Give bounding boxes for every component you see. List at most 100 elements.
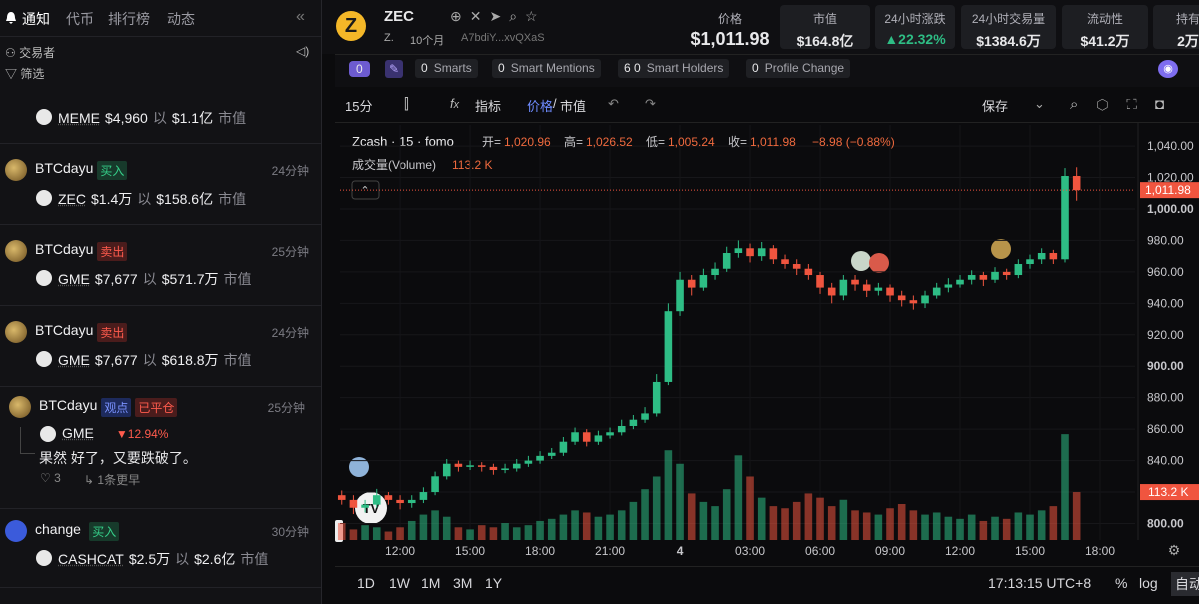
chart-title: Zcash · 15 · fomo <box>352 134 454 149</box>
range-button[interactable]: 3M <box>453 575 473 591</box>
user-name[interactable]: BTCdayu <box>35 322 94 338</box>
candle-body <box>1049 253 1058 260</box>
badge: 买入 <box>89 522 120 541</box>
candle-body <box>361 504 369 508</box>
feed-line[interactable]: GME $7,677 以 $618.8万 市值 <box>58 350 252 370</box>
tag[interactable]: 0 Smart Mentions <box>492 59 601 78</box>
volume-bar <box>349 529 358 540</box>
percent-toggle[interactable]: % <box>1115 575 1128 591</box>
mcap-label: 市值 <box>240 551 269 567</box>
undo-button[interactable]: ↶ <box>608 96 619 111</box>
price-toggle[interactable]: 价格 <box>527 99 554 114</box>
tag-label: Smart Mentions <box>510 61 595 75</box>
mcap-toggle[interactable]: 市值 <box>560 99 587 114</box>
candle-body <box>956 279 964 285</box>
token-name: CASHCAT <box>58 551 124 567</box>
candle-body <box>1026 259 1034 265</box>
candle-body <box>547 452 556 456</box>
save-button[interactable]: 保存 <box>982 99 1009 114</box>
badge: 观点 <box>101 398 132 417</box>
edit-button[interactable]: ✎ <box>385 60 403 78</box>
y-tick-label: 860.00 <box>1147 422 1184 436</box>
candle-body <box>454 463 463 467</box>
volume-bar <box>897 504 906 540</box>
volume-bar <box>746 476 754 540</box>
stat-label: 24小时交易量 <box>971 12 1046 26</box>
avatar-marker[interactable] <box>991 239 1011 259</box>
thread-line <box>20 427 35 454</box>
volume-bar <box>361 525 369 540</box>
candle-body <box>594 435 603 442</box>
user-name[interactable]: BTCdayu <box>35 160 94 176</box>
volume-bar <box>454 527 463 540</box>
tag[interactable]: 0 Profile Change <box>746 59 851 78</box>
sound-icon[interactable]: ◁) <box>296 44 310 58</box>
redo-button[interactable]: ↷ <box>645 96 656 111</box>
feed-line[interactable]: GME $7,677 以 $571.7万 市值 <box>58 269 252 289</box>
tab[interactable]: 代币 <box>66 11 94 27</box>
toolbar-icons[interactable]: ⌕⬡⛶◘ <box>1070 96 1182 113</box>
candle-body <box>396 499 404 504</box>
save-menu[interactable]: ⌄ <box>1034 96 1045 111</box>
candle-body <box>431 476 439 493</box>
collapse-button[interactable]: « <box>296 8 305 25</box>
settings-icon[interactable]: ⚙ <box>1168 542 1181 558</box>
feed-line[interactable]: CASHCAT $2.5万以 $2.6亿 市值 <box>58 549 268 569</box>
like-button[interactable]: ♡ 3 <box>40 471 61 485</box>
tab[interactable]: 动态 <box>167 11 195 27</box>
range-button[interactable]: 1W <box>389 575 410 591</box>
filter[interactable]: ▽ 筛选 <box>5 67 45 81</box>
tag[interactable]: 6 0 Smart Holders <box>618 59 730 78</box>
time: 24分钟 <box>271 326 309 340</box>
range-button[interactable]: 1Y <box>485 575 503 591</box>
volume-bar <box>407 520 416 540</box>
stat-value: ▲22.32% <box>884 31 946 47</box>
tab[interactable]: 通知 <box>22 11 50 27</box>
user-name[interactable]: BTCdayu <box>39 397 98 413</box>
market-cap: $618.8万 <box>161 352 219 368</box>
more-button[interactable]: ↳ 1条更早 <box>84 473 141 487</box>
y-tick-label: 900.00 <box>1147 359 1184 373</box>
avatar-marker[interactable] <box>851 251 871 271</box>
log-toggle[interactable]: log <box>1139 575 1158 591</box>
volume-bar <box>839 499 848 540</box>
feed-line[interactable]: MEME $4,960 以 $1.1亿 市值 <box>58 108 246 128</box>
indicators-button[interactable]: 指标 <box>475 99 502 114</box>
user-name[interactable]: change <box>35 521 81 537</box>
feed-line[interactable]: ZEC $1.4万以 $158.6亿 市值 <box>58 189 246 209</box>
volume-bar <box>804 493 813 540</box>
avatar-marker[interactable] <box>869 253 889 273</box>
volume-bar <box>594 516 603 540</box>
social-icons[interactable]: ⊕✕➤⌕☆ <box>450 8 546 24</box>
volume-bar <box>547 518 556 540</box>
chart-toolbar <box>335 86 1199 123</box>
filter-traders[interactable]: ⚇ 交易者 <box>5 46 56 60</box>
range-button[interactable]: 1M <box>421 575 441 591</box>
candle-body <box>652 381 661 414</box>
candle-body <box>1061 176 1069 260</box>
range-button[interactable]: 1D <box>357 575 375 591</box>
candle-body <box>874 287 883 291</box>
user-name[interactable]: BTCdayu <box>35 241 94 257</box>
avatar-marker[interactable] <box>349 457 369 477</box>
eye-button[interactable]: ◉ <box>1158 60 1178 78</box>
volume-bar <box>384 531 393 540</box>
candle-type-button[interactable]: ⫿ <box>404 96 409 113</box>
candle-body <box>804 268 813 276</box>
token-address[interactable]: A7bdiY...xvQXaS <box>461 32 545 44</box>
count-badge[interactable]: 0 <box>349 61 370 77</box>
stat-label: 24小时涨跌 <box>884 12 946 26</box>
candle-body <box>932 287 941 296</box>
volume-bar <box>851 510 859 540</box>
token-icon <box>36 109 52 125</box>
y-tick-label: 940.00 <box>1147 296 1184 310</box>
fx-icon: fx <box>450 96 460 111</box>
feed-line[interactable]: GME ▼12.94% <box>62 425 168 441</box>
tab[interactable]: 排行榜 <box>108 11 150 27</box>
interval-button[interactable]: 15分 <box>345 99 373 114</box>
tag[interactable]: 0 Smarts <box>415 59 478 78</box>
auto-toggle[interactable]: 自动 <box>1171 572 1199 596</box>
volume-bar <box>816 497 824 540</box>
mcap-label: 市值 <box>218 110 247 126</box>
volume-bar <box>571 510 579 540</box>
